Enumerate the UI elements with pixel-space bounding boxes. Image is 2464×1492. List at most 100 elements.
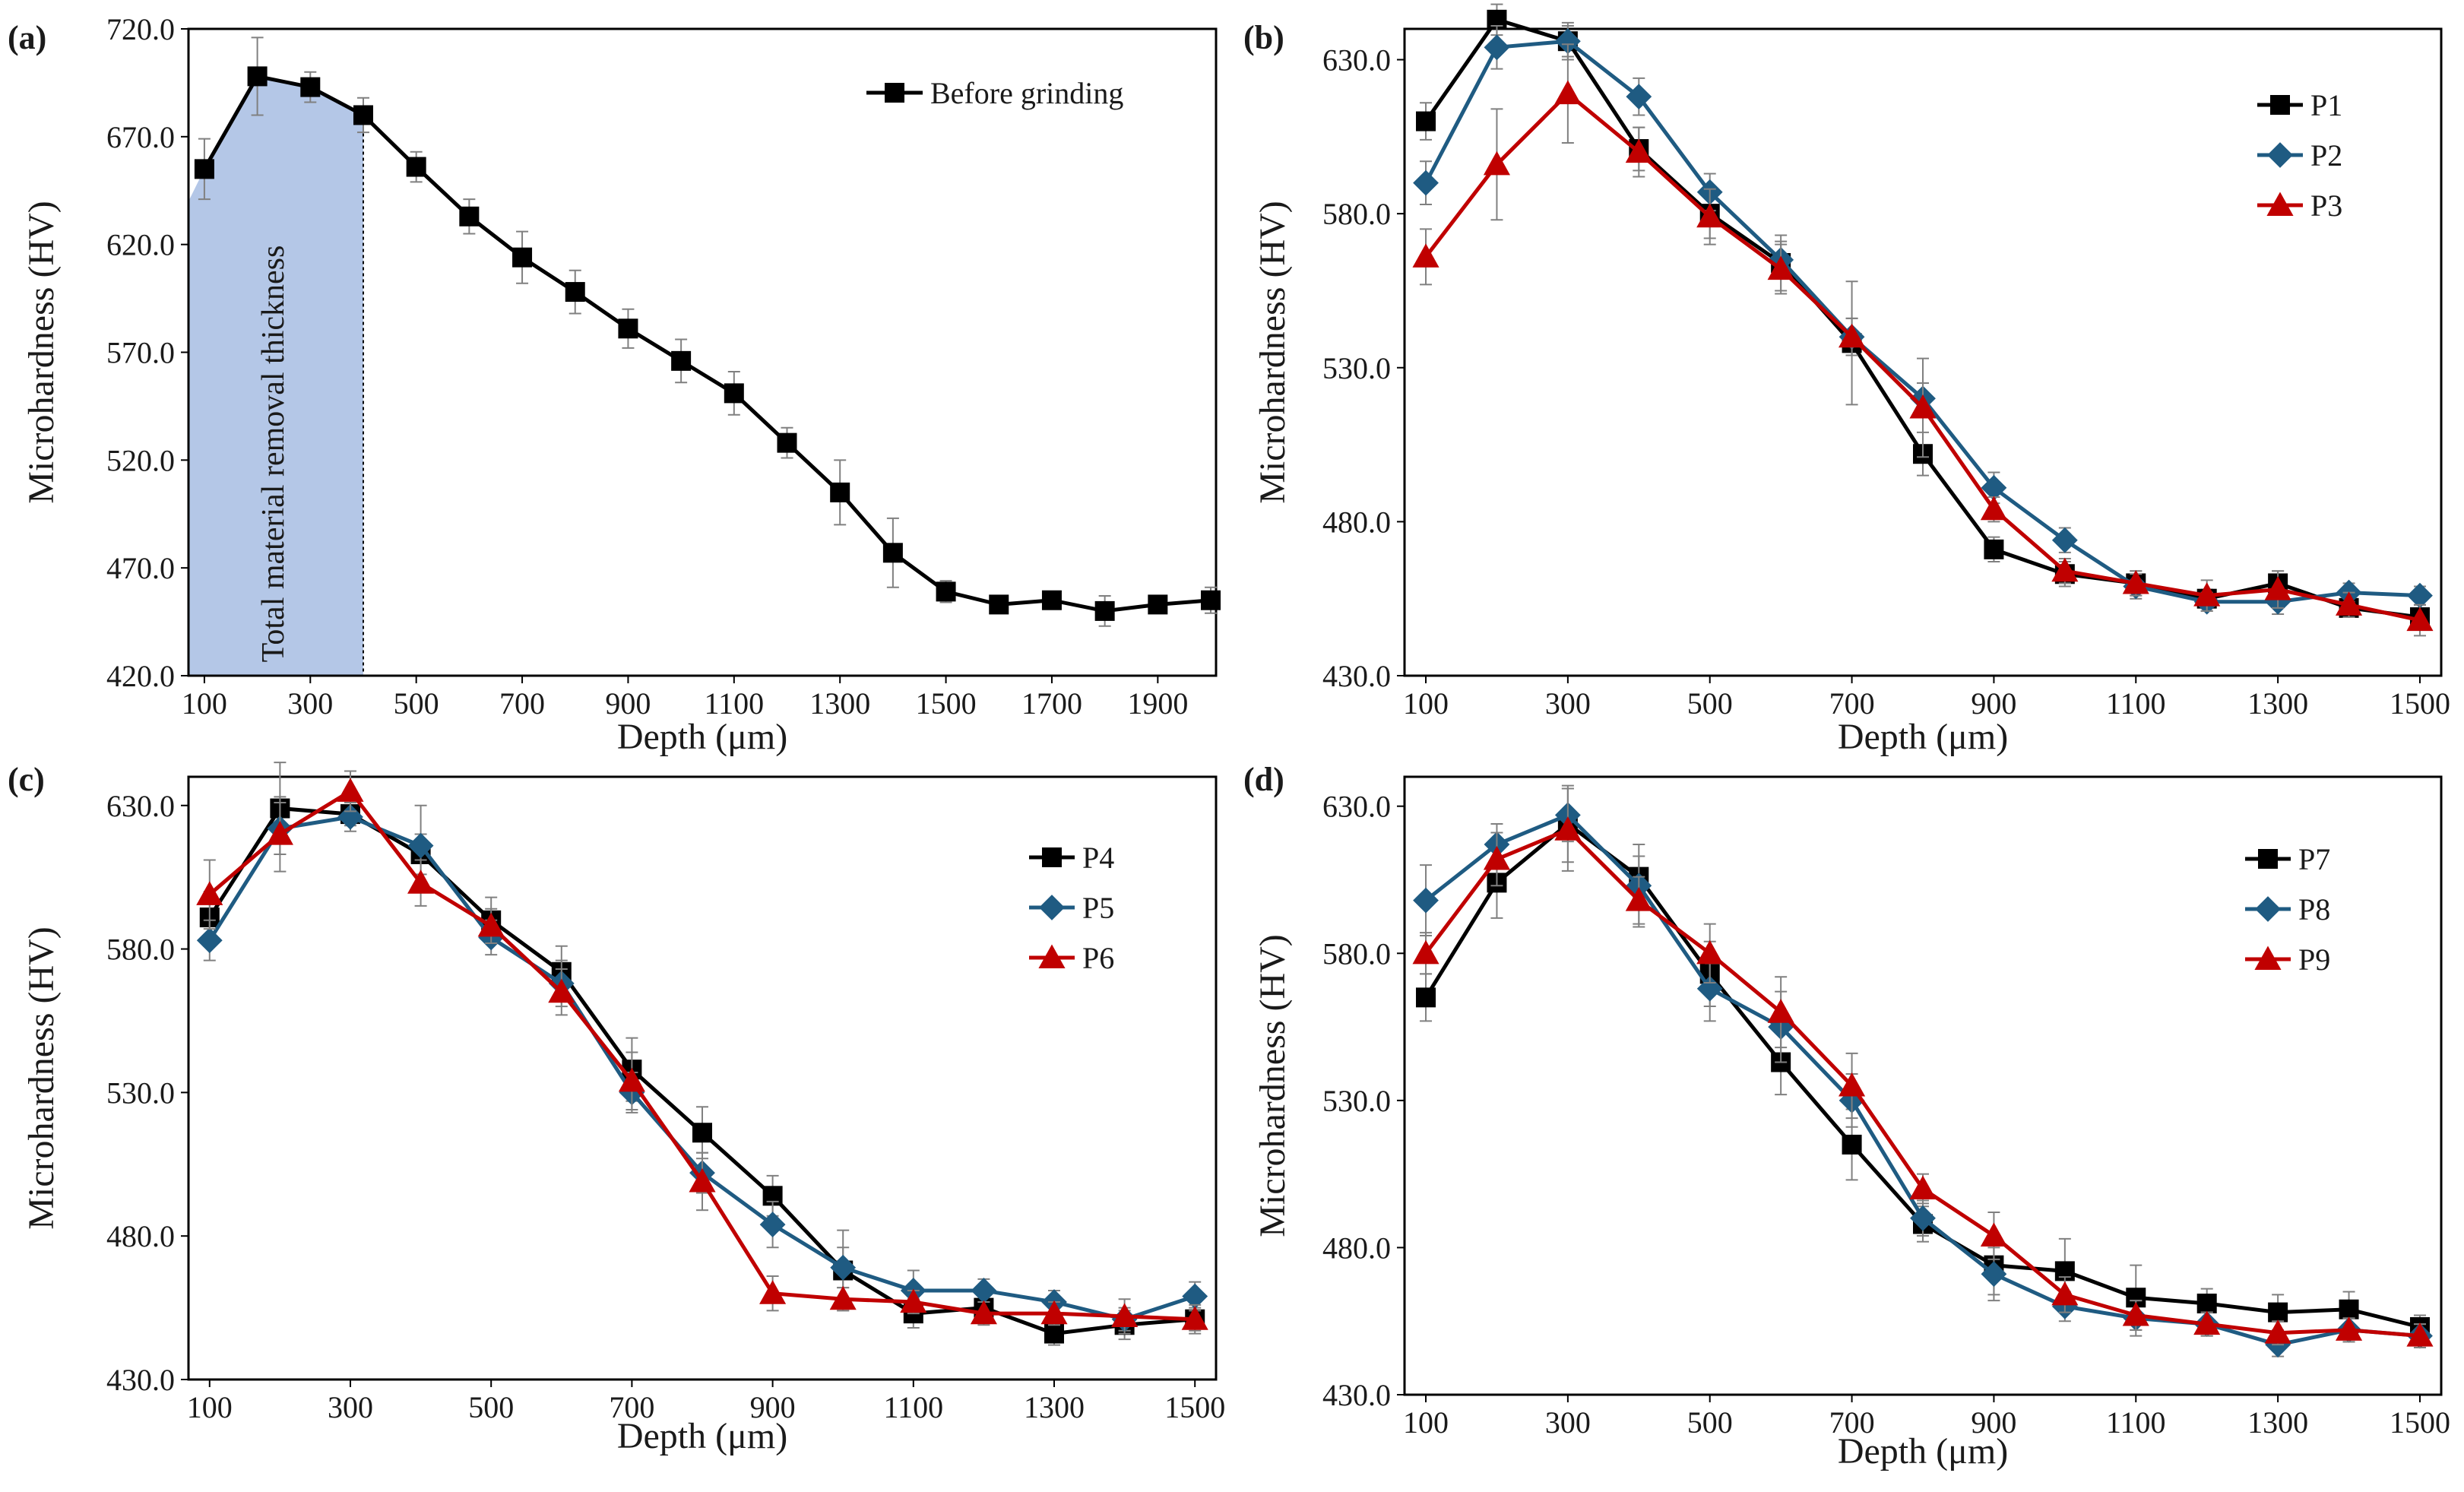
chart-panel-b: 430.0 480.0 530.0 580.0 630.0 100 300 500 700 900… <box>1243 3 2450 757</box>
data-point <box>1910 1205 1936 1231</box>
x-axis-title: Depth (μm) <box>617 717 787 757</box>
legend-marker <box>1042 847 1062 867</box>
data-point <box>1981 1261 2007 1288</box>
data-point <box>353 105 373 125</box>
legend-label: P9 <box>2298 942 2330 977</box>
data-point <box>196 881 223 905</box>
data-point <box>300 77 321 97</box>
data-point <box>407 870 435 894</box>
chart-panel-a: Total material removal thickness 420.0 470… <box>8 12 1221 757</box>
material-removal-area <box>188 76 363 676</box>
legend-marker <box>2255 896 2281 922</box>
data-point <box>618 1067 645 1092</box>
data-point <box>1767 255 1794 280</box>
legend-entry-before-grinding: Before grinding <box>866 76 1123 110</box>
panel-label: (d) <box>1243 761 1284 798</box>
legend-label: P5 <box>1082 891 1114 925</box>
data-point <box>1483 845 1511 870</box>
y-tick-label: 720.0 <box>106 12 175 46</box>
y-tick-label: 630.0 <box>106 789 175 823</box>
x-tick-label: 700 <box>499 686 545 721</box>
data-point <box>830 1254 857 1281</box>
data-point <box>2051 527 2078 553</box>
plot-frame <box>187 775 1218 1381</box>
legend-marker <box>1038 944 1066 969</box>
data-point <box>1182 1283 1208 1310</box>
legend-label: P6 <box>1082 941 1114 975</box>
data-point <box>1981 474 2007 501</box>
legend-marker <box>2254 946 2282 971</box>
data-point <box>2196 1293 2217 1313</box>
plot-frame <box>1403 27 2443 677</box>
data-point <box>2335 1316 2363 1341</box>
data-point <box>459 206 480 226</box>
data-point <box>1984 539 2004 559</box>
x-tick-label: 100 <box>182 686 227 721</box>
data-point <box>1554 28 1581 55</box>
plot-frame <box>1403 775 2443 1396</box>
x-tick-label: 1100 <box>884 1390 944 1424</box>
data-point <box>1696 203 1724 228</box>
x-tick-label: 1100 <box>2106 686 2166 721</box>
x-tick-label: 900 <box>1971 686 2016 721</box>
data-point <box>1044 1323 1065 1344</box>
data-point <box>970 1300 997 1325</box>
legend-marker <box>2266 192 2294 217</box>
data-point <box>1980 1222 2007 1247</box>
data-point <box>266 820 293 845</box>
data-point <box>1413 887 1439 914</box>
legend-entry-p2: P2 <box>2257 138 2342 173</box>
x-tick-label: 300 <box>287 686 333 721</box>
data-point <box>1484 34 1510 61</box>
data-point <box>724 383 744 404</box>
x-tick-label: 1300 <box>1024 1390 1085 1424</box>
data-point <box>1040 1300 1068 1325</box>
x-axis-title: Depth (μm) <box>1838 1431 2008 1471</box>
material-removal-label: Total material removal thickness <box>256 245 291 663</box>
x-tick-label: 500 <box>1687 1405 1733 1440</box>
legend-entry-p7: P7 <box>2245 842 2330 876</box>
y-tick-label: 630.0 <box>1322 790 1391 824</box>
data-point <box>1909 394 1937 419</box>
data-point <box>1416 987 1436 1008</box>
material-removal-region: Total material removal thickness <box>188 76 364 676</box>
x-axis-title: Depth (μm) <box>617 1416 787 1456</box>
x-tick-label: 300 <box>1545 1405 1591 1440</box>
legend-entry-p8: P8 <box>2245 892 2330 927</box>
data-point <box>1554 816 1582 841</box>
data-point <box>971 1278 997 1304</box>
y-tick-label: 530.0 <box>1322 351 1391 385</box>
y-tick-label: 430.0 <box>106 1363 175 1397</box>
data-point <box>565 282 585 303</box>
x-tick-label: 1300 <box>809 686 870 721</box>
x-tick-label: 500 <box>394 686 439 721</box>
legend-marker <box>2270 95 2290 115</box>
data-point <box>1111 1303 1139 1327</box>
legend-label: P3 <box>2310 188 2342 223</box>
data-point <box>1838 1072 1866 1097</box>
y-tick-label: 580.0 <box>106 933 175 967</box>
series-p9 <box>1412 787 2434 1349</box>
y-tick-label: 630.0 <box>1322 43 1391 78</box>
legend-label: P2 <box>2310 138 2342 173</box>
legend-entry-p3: P3 <box>2257 188 2342 223</box>
data-point <box>2264 575 2291 600</box>
series-p6 <box>196 770 1208 1335</box>
data-point <box>407 832 434 859</box>
data-point <box>2051 557 2079 582</box>
panel-label: (c) <box>8 761 45 798</box>
series-before-grinding <box>194 36 1221 627</box>
data-point <box>1767 999 1794 1023</box>
data-point <box>900 1288 927 1313</box>
data-point <box>2193 582 2221 607</box>
x-tick-label: 100 <box>187 1390 233 1424</box>
data-point <box>548 978 575 1003</box>
data-point <box>1181 1306 1208 1330</box>
data-point <box>829 1285 857 1310</box>
x-tick-label: 700 <box>1829 686 1875 721</box>
legend-marker <box>2267 142 2293 168</box>
legend-label: P1 <box>2310 88 2342 122</box>
data-point <box>692 1123 712 1143</box>
legend-entry-p4: P4 <box>1029 841 1114 875</box>
